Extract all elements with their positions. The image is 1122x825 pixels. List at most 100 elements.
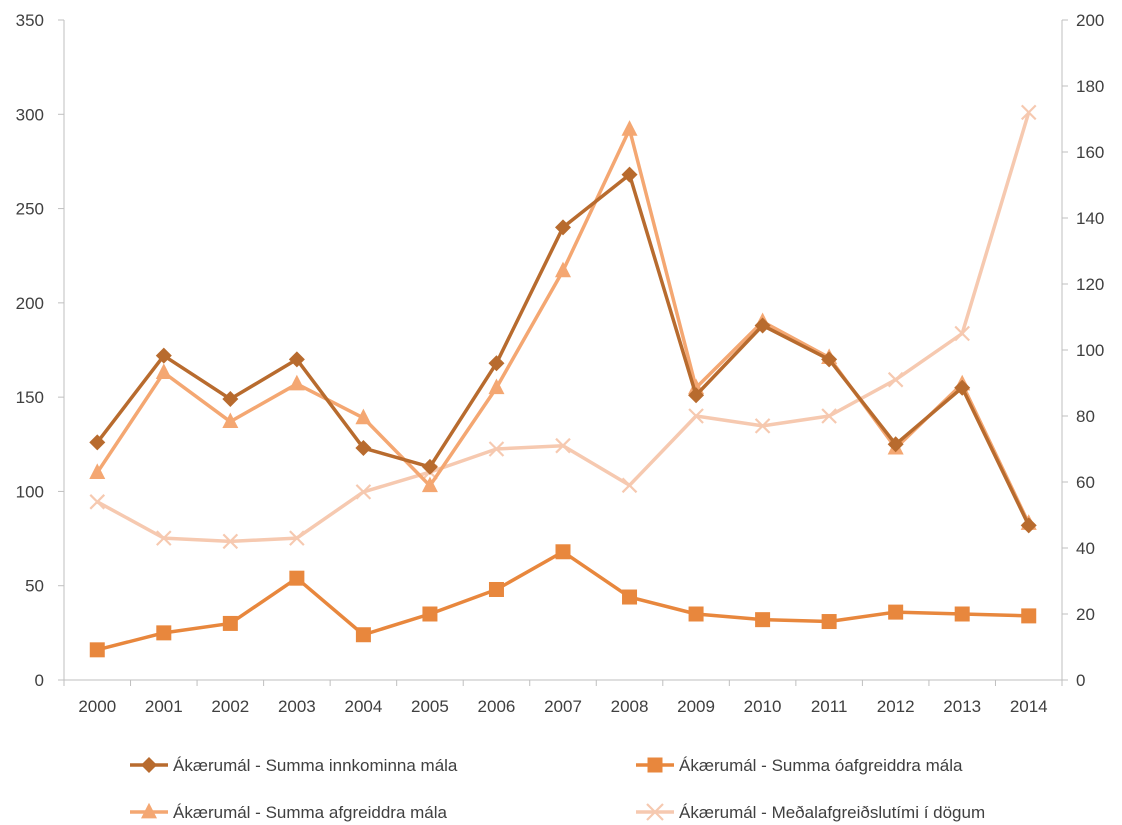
right-tick-label: 160	[1076, 143, 1104, 162]
x-tick-label: 2006	[478, 697, 516, 716]
data-point	[888, 604, 904, 620]
data-point	[821, 614, 837, 630]
data-point	[288, 351, 305, 368]
data-point	[555, 219, 571, 236]
x-tick-label: 2007	[544, 697, 582, 716]
series-3	[89, 120, 1037, 530]
data-point	[488, 581, 504, 597]
data-point	[755, 612, 771, 628]
x-tick-label: 2000	[78, 697, 116, 716]
x-tick-label: 2005	[411, 697, 449, 716]
data-point	[1020, 517, 1037, 534]
left-tick-label: 150	[16, 388, 44, 407]
left-tick-label: 100	[16, 482, 44, 501]
data-point	[89, 463, 106, 479]
right-tick-label: 140	[1076, 209, 1104, 228]
series-2	[89, 544, 1037, 658]
data-point	[555, 544, 571, 560]
series-line	[96, 550, 1029, 652]
right-tick-label: 20	[1076, 605, 1095, 624]
legend-item: Ákærumál - Summa óafgreiddra mála	[636, 756, 963, 775]
x-tick-label: 2002	[211, 697, 249, 716]
data-point	[688, 387, 705, 404]
data-point	[688, 408, 704, 424]
data-point	[222, 412, 239, 429]
legend-item: Ákærumál - Summa innkominna mála	[130, 756, 458, 775]
series-line	[96, 111, 1031, 544]
legend-label: Ákærumál - Summa afgreiddra mála	[173, 803, 448, 822]
x-tick-label: 2014	[1010, 697, 1048, 716]
data-point	[954, 606, 970, 622]
right-tick-label: 200	[1076, 11, 1104, 30]
data-point	[422, 606, 438, 622]
legend-label: Ákærumál - Meðalafgreiðslutími í dögum	[679, 803, 985, 822]
data-point	[621, 166, 638, 183]
data-point	[155, 363, 172, 380]
data-point	[754, 317, 771, 334]
data-point	[621, 120, 638, 136]
data-point	[288, 374, 305, 391]
data-point	[355, 440, 372, 457]
left-tick-label: 0	[35, 671, 44, 690]
data-point	[89, 642, 105, 658]
data-point	[621, 477, 638, 494]
x-tick-label: 2013	[943, 697, 981, 716]
data-point	[488, 378, 505, 395]
legend-swatch-marker	[141, 757, 157, 773]
data-point	[688, 606, 704, 622]
x-tick-label: 2003	[278, 697, 316, 716]
left-tick-label: 250	[16, 200, 44, 219]
left-tick-label: 350	[16, 11, 44, 30]
x-tick-label: 2011	[811, 697, 848, 716]
data-point	[622, 589, 638, 605]
series-1	[89, 166, 1037, 534]
data-point	[289, 530, 305, 546]
legend-swatch-marker	[647, 757, 663, 773]
data-point	[821, 408, 837, 424]
left-tick-label: 200	[16, 294, 44, 313]
data-point	[421, 458, 438, 475]
right-tick-label: 180	[1076, 77, 1104, 96]
data-point	[1021, 608, 1037, 624]
data-point	[555, 437, 571, 454]
data-point	[1020, 104, 1037, 121]
series-4	[89, 104, 1037, 550]
x-tick-label: 2004	[344, 697, 382, 716]
x-tick-label: 2008	[611, 697, 649, 716]
data-point	[421, 476, 438, 493]
data-point	[89, 494, 106, 510]
x-tick-label: 2009	[677, 697, 715, 716]
data-point	[555, 261, 571, 278]
legend-label: Ákærumál - Summa innkominna mála	[173, 756, 458, 775]
series-line	[95, 127, 1031, 525]
x-tick-label: 2010	[744, 697, 782, 716]
x-tick-label: 2001	[145, 697, 183, 716]
legend-swatch-marker	[646, 803, 664, 821]
legend-item: Ákærumál - Meðalafgreiðslutími í dögum	[636, 803, 985, 822]
legend-label: Ákærumál - Summa óafgreiddra mála	[679, 756, 963, 775]
data-point	[222, 533, 239, 550]
data-point	[887, 371, 904, 388]
data-point	[887, 436, 904, 453]
data-point	[156, 530, 172, 546]
data-point	[155, 347, 172, 364]
data-point	[89, 434, 106, 451]
right-tick-label: 80	[1076, 407, 1095, 426]
left-tick-label: 50	[25, 577, 44, 596]
data-point	[222, 391, 239, 408]
legend-swatch-marker	[141, 802, 157, 819]
series-layer	[89, 104, 1037, 658]
data-point	[355, 627, 371, 643]
data-point	[355, 408, 372, 425]
right-tick-label: 100	[1076, 341, 1104, 360]
right-tick-label: 0	[1076, 671, 1085, 690]
x-tick-label: 2012	[877, 697, 915, 716]
right-tick-label: 60	[1076, 473, 1095, 492]
data-point	[289, 570, 305, 586]
right-tick-label: 120	[1076, 275, 1104, 294]
axes: 0 50 100 150 200 250 300 350 0 20 40 60 80 100 120 140 1…	[16, 11, 1105, 716]
data-point	[488, 441, 505, 457]
data-point	[488, 355, 505, 372]
legend-item: Ákærumál - Summa afgreiddra mála	[130, 802, 448, 822]
